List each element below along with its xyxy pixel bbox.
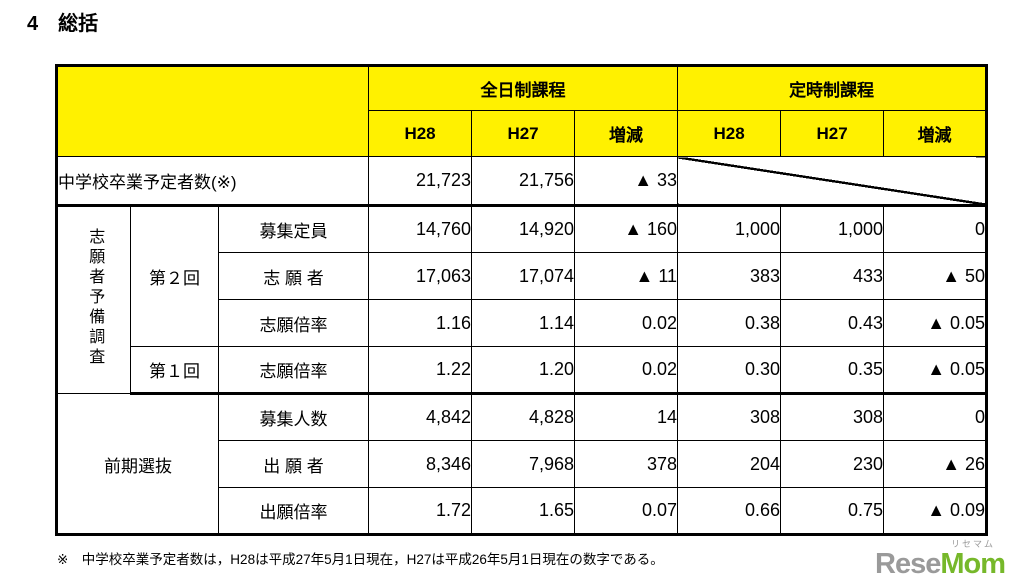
header-corner-cell (55, 65, 370, 157)
data-cell: 1.14 (471, 299, 576, 347)
data-cell: 14,920 (471, 205, 576, 253)
data-cell: 0 (883, 393, 988, 441)
data-cell: 17,074 (471, 252, 576, 300)
data-cell: ▲ 160 (574, 205, 679, 253)
crossed-out-cell (677, 156, 988, 207)
data-cell: 1,000 (677, 205, 782, 253)
summary-table: 全日制課程 定時制課程 H28 H27 増減 H28 H27 増減 中学校卒業予… (55, 64, 989, 536)
data-cell: 1.65 (471, 487, 576, 535)
row-label-graduates: 中学校卒業予定者数(※) (55, 156, 370, 207)
data-cell: 17,063 (368, 252, 473, 300)
data-cell: 0.02 (574, 346, 679, 395)
data-cell: 7,968 (471, 440, 576, 488)
row-label: 募集人数 (217, 393, 370, 441)
data-cell: 0.38 (677, 299, 782, 347)
resemom-logo: リセマム ReseMom (875, 539, 1006, 580)
header-parttime-h27: H27 (780, 110, 885, 157)
data-cell: 0.07 (574, 487, 679, 535)
row-label: 志 願 者 (217, 252, 370, 300)
group-label-survey: 志願者予備調査 (56, 205, 131, 394)
data-cell: 1.20 (471, 346, 576, 395)
row-label: 志願倍率 (217, 299, 370, 347)
resemom-logo-kana: リセマム (950, 539, 995, 549)
footnote: ※ 中学校卒業予定者数は，H28は平成27年5月1日現在，H27は平成26年5月… (57, 552, 664, 567)
data-cell: ▲ 33 (574, 156, 679, 207)
header-parttime-change: 増減 (883, 110, 988, 157)
row-label: 募集定員 (217, 205, 370, 253)
data-cell: 378 (574, 440, 679, 488)
group-label-survey-text: 志願者予備調査 (86, 227, 104, 368)
data-cell: ▲ 26 (883, 440, 988, 488)
data-cell: 14,760 (368, 205, 473, 253)
data-cell: 230 (780, 440, 885, 488)
data-cell: 383 (677, 252, 782, 300)
data-cell: 21,756 (471, 156, 576, 207)
data-cell: 1.16 (368, 299, 473, 347)
data-cell: 14 (574, 393, 679, 441)
data-cell: 4,828 (471, 393, 576, 441)
data-cell: ▲ 50 (883, 252, 988, 300)
data-cell: 8,346 (368, 440, 473, 488)
data-cell: 1,000 (780, 205, 885, 253)
resemom-logo-green-part: Mom (940, 548, 1006, 580)
header-fulltime-h27: H27 (471, 110, 576, 157)
header-fulltime-course: 全日制課程 (368, 65, 679, 111)
resemom-logo-text: ReseMom (875, 548, 1006, 580)
data-cell: 0.30 (677, 346, 782, 395)
data-cell: 21,723 (368, 156, 473, 207)
group-label-round2: 第２回 (130, 205, 219, 347)
data-cell: 0.02 (574, 299, 679, 347)
page-title: 4 総括 (27, 13, 99, 35)
data-cell: 433 (780, 252, 885, 300)
data-cell: 0.35 (780, 346, 885, 395)
data-cell: 4,842 (368, 393, 473, 441)
data-cell: 308 (780, 393, 885, 441)
data-cell: ▲ 0.05 (883, 346, 988, 395)
data-cell: 1.22 (368, 346, 473, 395)
data-cell: ▲ 0.05 (883, 299, 988, 347)
data-cell: 308 (677, 393, 782, 441)
data-cell: ▲ 11 (574, 252, 679, 300)
group-label-round1: 第１回 (130, 346, 219, 395)
data-cell: 0.66 (677, 487, 782, 535)
row-label: 志願倍率 (217, 346, 370, 395)
data-cell: 0 (883, 205, 988, 253)
data-cell: 0.75 (780, 487, 885, 535)
data-cell: 0.43 (780, 299, 885, 347)
group-label-early-selection: 前期選抜 (56, 393, 219, 535)
data-cell: ▲ 0.09 (883, 487, 988, 535)
header-fulltime-h28: H28 (368, 110, 473, 157)
data-cell: 1.72 (368, 487, 473, 535)
header-parttime-course: 定時制課程 (677, 65, 988, 111)
row-label: 出 願 者 (217, 440, 370, 488)
data-cell: 204 (677, 440, 782, 488)
row-label: 出願倍率 (217, 487, 370, 535)
header-fulltime-change: 増減 (574, 110, 679, 157)
header-parttime-h28: H28 (677, 110, 782, 157)
resemom-logo-gray-part: Rese (875, 548, 941, 580)
